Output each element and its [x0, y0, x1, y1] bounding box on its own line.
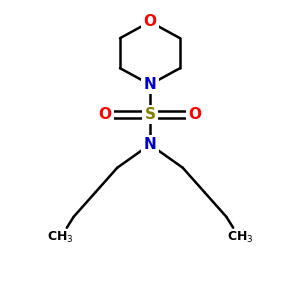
Text: S: S: [145, 107, 155, 122]
Text: O: O: [188, 107, 202, 122]
Text: N: N: [144, 137, 156, 152]
Text: CH$_3$: CH$_3$: [47, 230, 73, 245]
Text: O: O: [98, 107, 112, 122]
Text: O: O: [143, 14, 157, 29]
Text: CH$_3$: CH$_3$: [227, 230, 253, 245]
Text: N: N: [144, 77, 156, 92]
